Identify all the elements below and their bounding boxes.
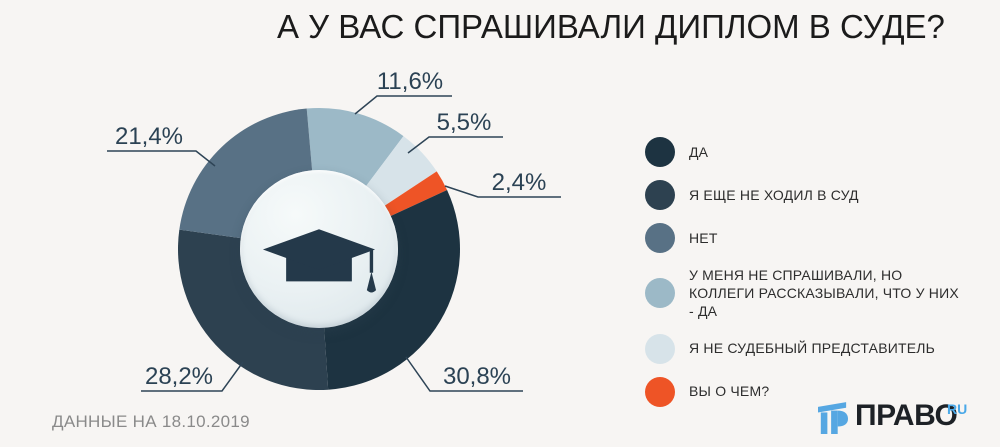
legend-label: ВЫ О ЧЕМ? xyxy=(689,383,770,400)
legend-dot xyxy=(645,137,675,167)
callout-line-5-5 xyxy=(407,136,503,154)
callout-line-28-2 xyxy=(141,361,244,392)
legend-label: У МЕНЯ НЕ СПРАШИВАЛИ, НО КОЛЛЕГИ РАССКАЗ… xyxy=(689,267,959,320)
legend-dot xyxy=(645,180,675,210)
legend-item-ne-hodil: Я ЕЩЕ НЕ ХОДИЛ В СУД xyxy=(645,180,980,210)
legend-dot xyxy=(645,223,675,253)
legend-dot xyxy=(645,333,675,364)
callout-line-11-6 xyxy=(354,95,452,115)
data-date-note: ДАННЫЕ НА 18.10.2019 xyxy=(52,412,250,431)
donut-center-disc xyxy=(240,170,398,328)
legend: ДА Я ЕЩЕ НЕ ХОДИЛ В СУД НЕТ У МЕНЯ НЕ СП… xyxy=(645,137,980,420)
legend-dot xyxy=(645,376,675,407)
logo-wordmark: ПРАВО xyxy=(855,399,958,432)
pravo-ru-logo: ПРАВО RU xyxy=(818,398,988,440)
chart-title: А У ВАС СПРАШИВАЛИ ДИПЛОМ В СУДЕ? xyxy=(277,8,945,45)
value-label-2-4: 2,4% xyxy=(491,169,547,196)
value-label-21-4: 21,4% xyxy=(114,123,184,150)
value-label-5-5: 5,5% xyxy=(436,109,492,136)
logo-domain-suffix: RU xyxy=(947,401,968,417)
value-label-28-2: 28,2% xyxy=(144,363,214,390)
legend-item-vy-o-chem: ВЫ О ЧЕМ? xyxy=(645,376,980,407)
callout-lines xyxy=(107,95,561,392)
graduation-cap-icon xyxy=(262,229,377,293)
callout-line-21-4 xyxy=(107,150,216,167)
legend-item-net: НЕТ xyxy=(645,223,980,253)
legend-item-ne-predstavitel: Я НЕ СУДЕБНЫЙ ПРЕДСТАВИТЕЛЬ xyxy=(645,333,980,364)
legend-label: Я ЕЩЕ НЕ ХОДИЛ В СУД xyxy=(689,186,859,203)
callout-line-2-4 xyxy=(444,185,561,198)
legend-label: Я НЕ СУДЕБНЫЙ ПРЕДСТАВИТЕЛЬ xyxy=(689,340,936,357)
legend-item-kollegi: У МЕНЯ НЕ СПРАШИВАЛИ, НО КОЛЛЕГИ РАССКАЗ… xyxy=(645,266,980,321)
legend-label: ДА xyxy=(689,143,709,160)
legend-label: НЕТ xyxy=(689,229,718,246)
value-label-30-8: 30,8% xyxy=(442,363,512,390)
callout-line-30-8 xyxy=(405,356,523,392)
legend-item-da: ДА xyxy=(645,137,980,167)
pravo-logo-icon xyxy=(818,402,848,434)
value-label-11-6: 11,6% xyxy=(376,68,444,95)
legend-dot xyxy=(645,278,675,309)
